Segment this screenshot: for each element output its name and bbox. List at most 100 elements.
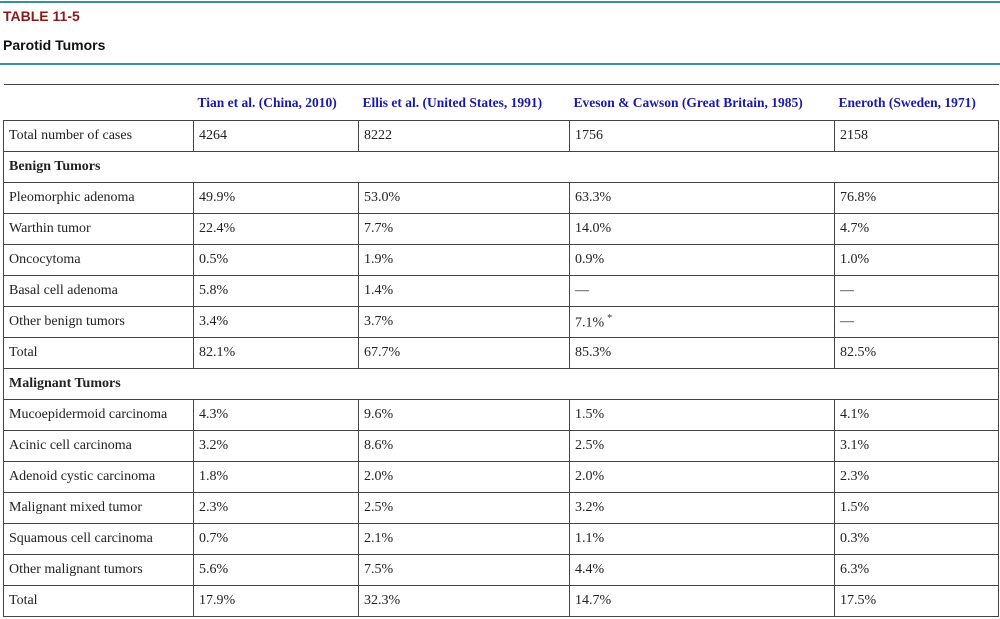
cell: 1.5% <box>569 399 835 431</box>
row-label: Other benign tumors <box>3 306 194 338</box>
cell: 1.5% <box>834 492 999 524</box>
rule <box>0 63 1000 65</box>
cell: 53.0% <box>358 182 570 214</box>
row-label: Basal cell adenoma <box>3 275 194 307</box>
section-label: Malignant Tumors <box>3 368 999 400</box>
cell: 1.8% <box>193 461 359 493</box>
cell: 4.7% <box>834 213 999 245</box>
data-table: Tian et al. (China, 2010) Ellis et al. (U… <box>3 84 999 617</box>
data-row: Adenoid cystic carcinoma 1.8% 2.0% 2.0% 2.3% <box>3 461 999 493</box>
cell: 8222 <box>358 120 570 152</box>
data-row: Mucoepidermoid carcinoma 4.3% 9.6% 1.5% 4.1% <box>3 399 999 431</box>
cell: 3.2% <box>569 492 835 524</box>
data-row: Other benign tumors 3.4% 3.7% 7.1% * — <box>3 306 999 338</box>
section-row: Malignant Tumors <box>3 368 999 400</box>
cell: 0.5% <box>193 244 359 276</box>
data-row: Acinic cell carcinoma 3.2% 8.6% 2.5% 3.1% <box>3 430 999 462</box>
cell: 49.9% <box>193 182 359 214</box>
cell: 2.5% <box>569 430 835 462</box>
cell: 17.9% <box>193 585 359 617</box>
cell: 22.4% <box>193 213 359 245</box>
cell: 63.3% <box>569 182 835 214</box>
data-row: Basal cell adenoma 5.8% 1.4% — — <box>3 275 999 307</box>
row-label: Adenoid cystic carcinoma <box>3 461 194 493</box>
cell: 82.1% <box>193 337 359 369</box>
row-label: Warthin tumor <box>3 213 194 245</box>
row-label: Oncocytoma <box>3 244 194 276</box>
cell: — <box>569 275 835 307</box>
table-number: TABLE 11-5 <box>3 8 80 24</box>
row-label: Total <box>3 337 194 369</box>
data-row: Warthin tumor 22.4% 7.7% 14.0% 4.7% <box>3 213 999 245</box>
cell: 2.3% <box>834 461 999 493</box>
cell: 1.9% <box>358 244 570 276</box>
table-body: Total number of cases 4264 8222 1756 2158 Ben… <box>3 120 999 617</box>
row-label: Total number of cases <box>3 120 194 152</box>
cell: 4264 <box>193 120 359 152</box>
cell: 1.1% <box>569 523 835 555</box>
cell: 3.1% <box>834 430 999 462</box>
cell: 85.3% <box>569 337 835 369</box>
cell: 2.5% <box>358 492 570 524</box>
cell: 14.0% <box>569 213 835 245</box>
cell: 3.2% <box>193 430 359 462</box>
cell: 14.7% <box>569 585 835 617</box>
column-header: Eveson & Cawson (Great Britain, 1985) <box>569 84 835 121</box>
rule <box>0 1 1000 3</box>
cell: 4.4% <box>569 554 835 586</box>
cell: 1.0% <box>834 244 999 276</box>
data-row: Total number of cases 4264 8222 1756 2158 <box>3 120 999 152</box>
column-header <box>3 84 194 121</box>
data-row: Total 17.9% 32.3% 14.7% 17.5% <box>3 585 999 617</box>
cell: 1.4% <box>358 275 570 307</box>
row-label: Acinic cell carcinoma <box>3 430 194 462</box>
cell: 7.5% <box>358 554 570 586</box>
data-row: Other malignant tumors 5.6% 7.5% 4.4% 6.3% <box>3 554 999 586</box>
data-row: Total 82.1% 67.7% 85.3% 82.5% <box>3 337 999 369</box>
cell: 67.7% <box>358 337 570 369</box>
cell: 8.6% <box>358 430 570 462</box>
cell: 82.5% <box>834 337 999 369</box>
cell: 32.3% <box>358 585 570 617</box>
cell: 76.8% <box>834 182 999 214</box>
cell: 2.0% <box>358 461 570 493</box>
data-row: Oncocytoma 0.5% 1.9% 0.9% 1.0% <box>3 244 999 276</box>
cell: 2.0% <box>569 461 835 493</box>
cell: 1756 <box>569 120 835 152</box>
data-row: Pleomorphic adenoma 49.9% 53.0% 63.3% 76.8% <box>3 182 999 214</box>
cell: 4.3% <box>193 399 359 431</box>
cell-text: 7.1% <box>575 315 605 331</box>
section-label: Benign Tumors <box>3 151 999 183</box>
cell: 7.1% * <box>569 306 835 338</box>
cell: 7.7% <box>358 213 570 245</box>
data-row: Malignant mixed tumor 2.3% 2.5% 3.2% 1.5% <box>3 492 999 524</box>
cell: 5.6% <box>193 554 359 586</box>
table-title: Parotid Tumors <box>3 37 106 53</box>
cell: 2.3% <box>193 492 359 524</box>
row-label: Squamous cell carcinoma <box>3 523 194 555</box>
row-label: Mucoepidermoid carcinoma <box>3 399 194 431</box>
row-label: Other malignant tumors <box>3 554 194 586</box>
cell: — <box>834 275 999 307</box>
cell: 6.3% <box>834 554 999 586</box>
cell: 3.7% <box>358 306 570 338</box>
cell: 5.8% <box>193 275 359 307</box>
column-header: Eneroth (Sweden, 1971) <box>834 84 999 121</box>
cell: — <box>834 306 999 338</box>
cell: 3.4% <box>193 306 359 338</box>
row-label: Total <box>3 585 194 617</box>
column-header: Tian et al. (China, 2010) <box>193 84 359 121</box>
header-row: Tian et al. (China, 2010) Ellis et al. (U… <box>3 84 999 121</box>
row-label: Malignant mixed tumor <box>3 492 194 524</box>
cell: 2158 <box>834 120 999 152</box>
row-label: Pleomorphic adenoma <box>3 182 194 214</box>
cell: 9.6% <box>358 399 570 431</box>
cell: 2.1% <box>358 523 570 555</box>
cell: 0.9% <box>569 244 835 276</box>
footnote-mark: * <box>607 312 613 324</box>
column-header: Ellis et al. (United States, 1991) <box>358 84 570 121</box>
data-row: Squamous cell carcinoma 0.7% 2.1% 1.1% 0.3% <box>3 523 999 555</box>
section-row: Benign Tumors <box>3 151 999 183</box>
cell: 0.7% <box>193 523 359 555</box>
